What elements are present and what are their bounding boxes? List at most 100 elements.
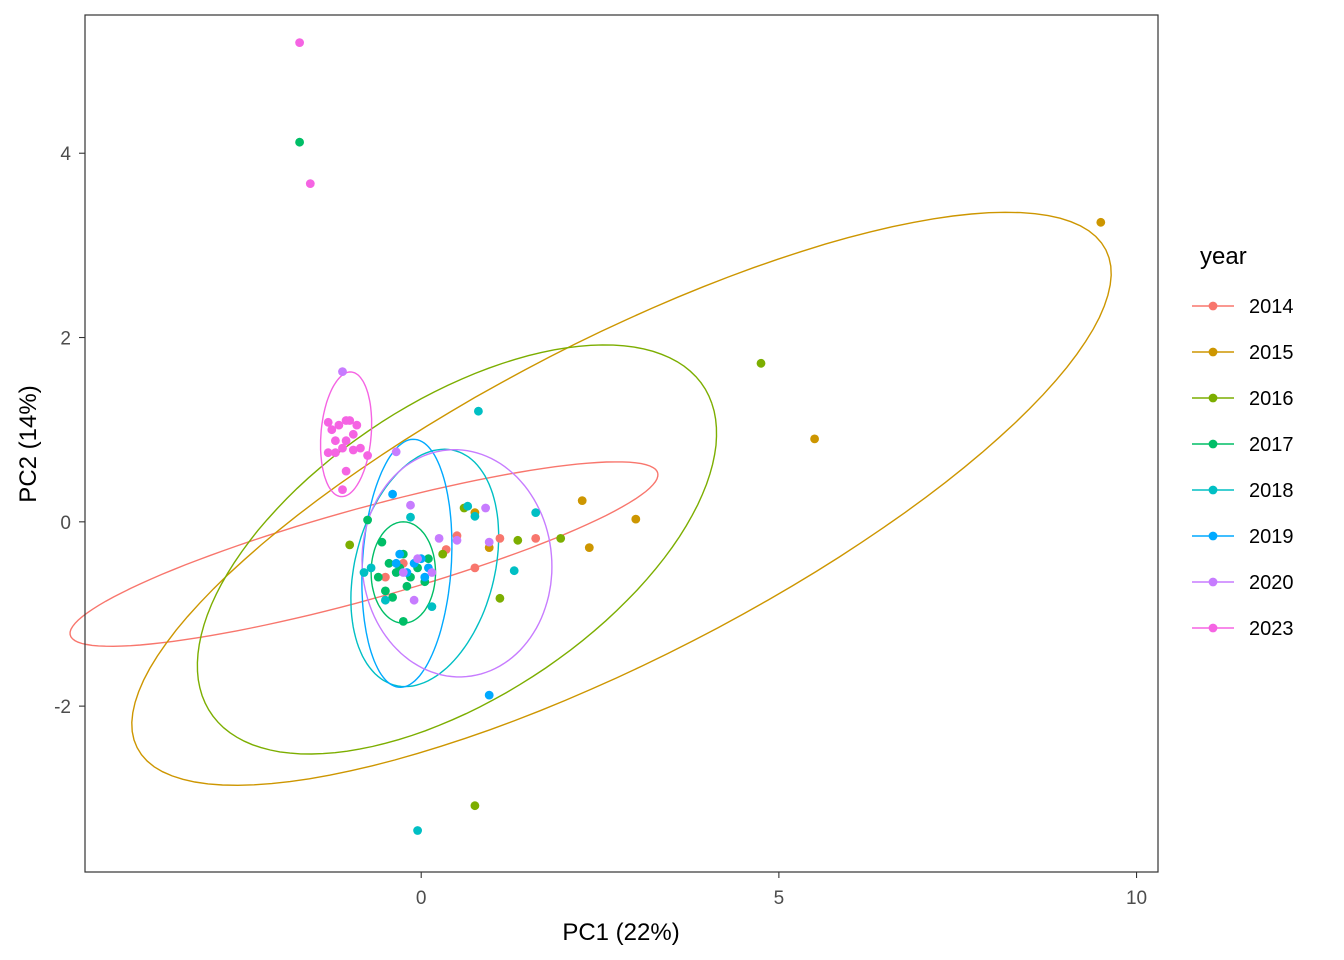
legend-key-point — [1208, 623, 1218, 633]
point-2020-9 — [398, 568, 408, 577]
point-2017-2 — [377, 537, 387, 547]
point-2020-3 — [481, 503, 490, 513]
legend-label: 2018 — [1249, 480, 1294, 502]
point-2018-2 — [463, 501, 473, 511]
point-2015-0 — [1096, 217, 1106, 227]
chart-axes: 0 5 10 -2 0 2 4 — [54, 144, 1147, 909]
legend-key-point — [1208, 393, 1218, 403]
ellipse-2017 — [370, 521, 437, 624]
point-2019-2 — [395, 549, 405, 559]
point-2023-1 — [305, 179, 315, 189]
y-tick-label: 0 — [60, 513, 71, 534]
point-2023-17 — [338, 485, 347, 494]
legend-label: 2016 — [1249, 388, 1294, 410]
point-2015-4 — [584, 543, 594, 552]
legend-item-2014: 2014 — [1192, 296, 1294, 318]
point-2018-7 — [381, 595, 390, 605]
point-2023-15 — [323, 417, 333, 427]
point-2017-11 — [398, 617, 408, 626]
legend-label: 2015 — [1249, 342, 1294, 364]
point-2023-16 — [341, 466, 351, 476]
ellipse-2016 — [196, 344, 718, 755]
point-2018-10 — [470, 511, 480, 521]
y-tick-label: 4 — [60, 144, 71, 165]
point-2015-2 — [577, 496, 587, 505]
legend-label: 2017 — [1249, 434, 1294, 456]
point-2018-8 — [427, 602, 437, 611]
ellipse-2023 — [319, 371, 373, 498]
x-tick-label: 10 — [1126, 888, 1147, 909]
point-2023-14 — [341, 416, 351, 425]
point-2014-2 — [470, 563, 480, 573]
point-2023-5 — [352, 420, 362, 430]
legend-item-2020: 2020 — [1192, 572, 1294, 594]
point-2020-1 — [391, 447, 401, 457]
legend-item-2015: 2015 — [1192, 342, 1294, 364]
legend-key-point — [1208, 347, 1218, 357]
point-2015-3 — [631, 514, 641, 524]
point-2020-8 — [409, 595, 419, 605]
legend-key-point — [1208, 301, 1218, 311]
point-2018-5 — [509, 566, 519, 576]
point-2014-4 — [531, 534, 541, 543]
legend-key-point — [1208, 439, 1218, 449]
point-2020-4 — [434, 534, 444, 543]
point-2018-9 — [359, 568, 369, 577]
point-2015-1 — [810, 434, 819, 444]
legend-key-point — [1208, 531, 1218, 541]
point-2023-18 — [363, 451, 372, 460]
point-2014-3 — [495, 534, 505, 543]
point-2017-9 — [381, 586, 390, 596]
point-2019-1 — [388, 489, 397, 499]
y-tick-label: 2 — [60, 329, 71, 350]
point-2018-6 — [366, 563, 376, 573]
legend-label: 2023 — [1249, 618, 1294, 640]
point-2016-0 — [756, 358, 766, 368]
point-2023-3 — [334, 420, 344, 430]
x-tick-label: 5 — [774, 888, 785, 909]
point-2019-7 — [420, 572, 430, 582]
point-2020-5 — [452, 535, 462, 545]
point-2023-13 — [348, 445, 358, 455]
point-2017-13 — [402, 581, 412, 591]
y-tick-label: -2 — [54, 697, 71, 718]
point-2017-0 — [295, 137, 304, 147]
legend-item-2023: 2023 — [1192, 618, 1294, 640]
point-2017-10 — [388, 593, 397, 602]
point-2014-0 — [381, 572, 390, 582]
point-2023-11 — [331, 448, 340, 458]
point-2016-4 — [495, 593, 505, 603]
legend-item-2018: 2018 — [1192, 480, 1294, 502]
point-2023-12 — [323, 448, 333, 458]
y-axis-title: PC2 (14%) — [15, 385, 42, 502]
legend-title: year — [1200, 243, 1247, 270]
point-2018-1 — [406, 512, 415, 522]
point-2019-0 — [484, 690, 494, 700]
point-2023-6 — [348, 429, 358, 439]
point-2017-1 — [363, 515, 372, 525]
point-2023-10 — [356, 443, 365, 453]
chart-marks — [69, 38, 1112, 835]
point-2018-3 — [531, 508, 541, 517]
point-2020-10 — [413, 554, 422, 564]
point-2016-3 — [556, 534, 566, 543]
ellipse-2020 — [361, 449, 553, 678]
point-2016-1 — [470, 801, 480, 811]
point-2020-2 — [406, 500, 415, 510]
point-2023-0 — [295, 38, 304, 47]
legend-label: 2020 — [1249, 572, 1294, 594]
legend-item-2016: 2016 — [1192, 388, 1294, 410]
point-2019-8 — [391, 558, 401, 568]
point-2016-6 — [345, 540, 355, 550]
point-2016-2 — [513, 535, 523, 545]
ellipse-2014 — [69, 461, 659, 648]
x-axis-title: PC1 (22%) — [562, 919, 679, 946]
plot-panel-border — [84, 14, 1159, 873]
point-2020-7 — [427, 568, 437, 577]
point-2018-0 — [474, 406, 483, 416]
point-2017-14 — [424, 554, 433, 564]
ellipse-2015 — [131, 211, 1112, 787]
point-2016-5 — [438, 549, 448, 559]
